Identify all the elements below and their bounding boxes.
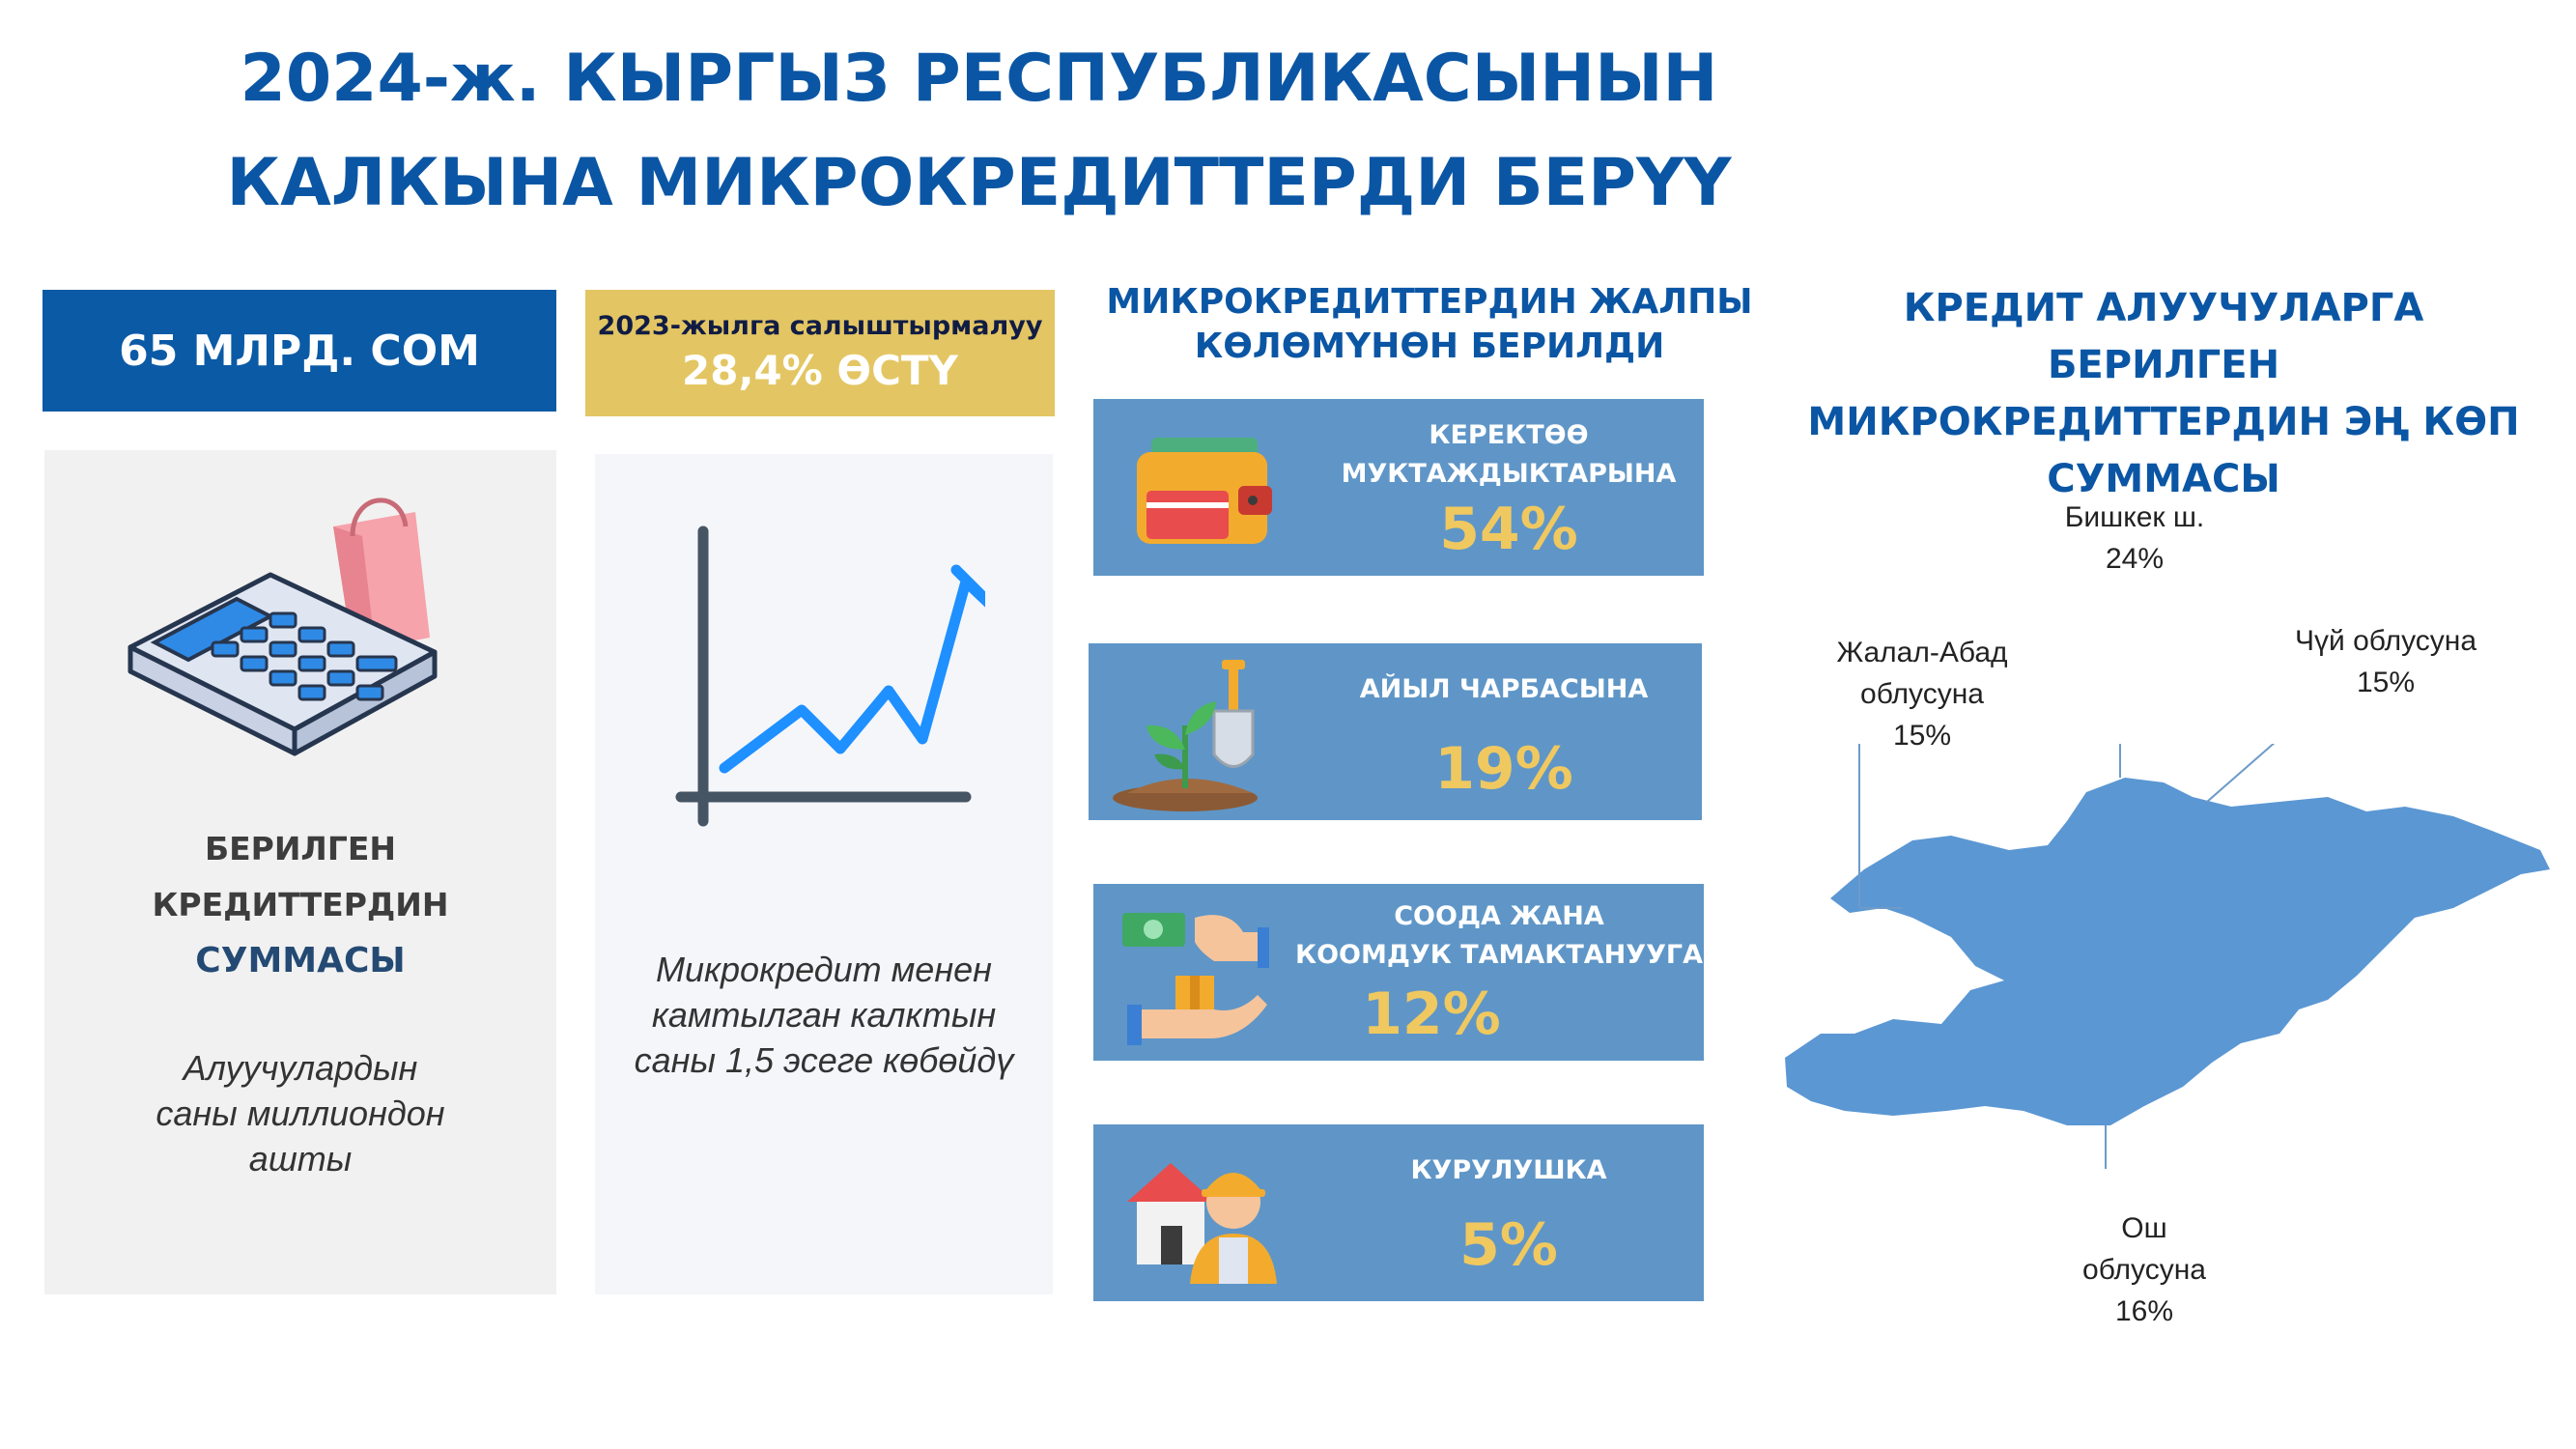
region-chui: Чүй облусуна 15% [2279, 620, 2492, 703]
total-amount-box: 65 МЛРД. СОМ [42, 290, 556, 412]
sum-panel-heading: БЕРИЛГЕН КРЕДИТТЕРДИН СУММАСЫ [44, 821, 556, 989]
category-consumer-percent: 54% [1439, 496, 1578, 563]
category-consumer: КЕРЕКТӨӨ МУКТАЖДЫКТАРЫНА 54% [1093, 399, 1704, 576]
growth-note-line-3: саны 1,5 эсеге көбөйдү [634, 1040, 1014, 1080]
region-osh: Ош облусуна 16% [2048, 1208, 2241, 1332]
sum-heading-line-3: СУММАСЫ [195, 941, 406, 980]
region-bishkek-name: Бишкек ш. [2064, 501, 2205, 533]
growth-note-line-1: Микрокредит менен [656, 950, 992, 989]
regions-title: КРЕДИТ АЛУУЧУЛАРГА БЕРИЛГЕН МИКРОКРЕДИТТ… [1797, 280, 2531, 508]
category-trade: СООДА ЖАНА КООМДУК ТАМАКТАНУУГА 12% [1093, 884, 1704, 1061]
category-agriculture-percent: 19% [1434, 735, 1573, 803]
sum-note-line-1: Алуучулардын [183, 1048, 418, 1088]
category-consumer-label-2: МУКТАЖДЫКТАРЫНА [1341, 459, 1677, 489]
growth-value: 28,4% ӨСТҮ [682, 347, 958, 394]
title-line-1: 2024-ж. КЫРГЫЗ РЕСПУБЛИКАСЫНЫН [240, 41, 1718, 117]
sum-heading-line-1: БЕРИЛГЕН [204, 830, 397, 867]
category-consumer-label-1: КЕРЕКТӨӨ [1429, 420, 1589, 450]
builder-house-icon [1127, 1163, 1277, 1284]
trade-exchange-icon [1122, 913, 1269, 1045]
categories-title: МИКРОКРЕДИТТЕРДИН ЖАЛПЫ КӨЛӨМҮНӨН БЕРИЛД… [1091, 280, 1768, 369]
category-trade-percent: 12% [1362, 980, 1501, 1048]
sum-note-line-2: саны миллиондон [156, 1094, 445, 1133]
category-trade-label-2: КООМДУК ТАМАКТАНУУГА [1295, 940, 1703, 970]
region-jalal-abad: Жалал-Абад облусуна 15% [1816, 632, 2028, 756]
category-agriculture: АЙЫЛ ЧАРБАСЫНА 19% [1089, 643, 1702, 820]
categories-title-line-1: МИКРОКРЕДИТТЕРДИН ЖАЛПЫ [1106, 282, 1753, 322]
sum-panel-note: Алуучулардын саны миллиондон ашты [44, 1045, 556, 1181]
categories-title-line-2: КӨЛӨМҮНӨН БЕРИЛДИ [1194, 327, 1665, 366]
plant-shovel-icon [1113, 660, 1258, 811]
sum-note-line-3: ашты [248, 1139, 353, 1179]
title-line-2: КАЛКЫНА МИКРОКРЕДИТТЕРДИ БЕРҮҮ [226, 145, 1732, 221]
category-trade-label-1: СООДА ЖАНА [1394, 901, 1604, 931]
category-construction-percent: 5% [1459, 1211, 1558, 1279]
region-osh-name-1: Ош [2121, 1212, 2167, 1244]
category-agriculture-label-1: АЙЫЛ ЧАРБАСЫНА [1359, 674, 1649, 704]
region-chui-percent: 15% [2356, 667, 2416, 698]
region-bishkek: Бишкек ш. 24% [2038, 497, 2231, 580]
kyrgyzstan-map [1785, 744, 2550, 1169]
category-construction: КУРУЛУШКА 5% [1093, 1124, 1704, 1301]
category-construction-label: КУРУЛУШКА [1316, 1151, 1702, 1190]
growth-panel-note: Микрокредит менен камтылган калктын саны… [595, 947, 1053, 1083]
category-agriculture-label: АЙЫЛ ЧАРБАСЫНА [1311, 670, 1697, 709]
region-jalal-abad-name-2: облусуна [1860, 678, 1984, 710]
region-osh-name-2: облусуна [2082, 1254, 2206, 1286]
growth-box: 2023-жылга салыштырмалуу 28,4% ӨСТҮ [585, 290, 1055, 416]
page-title: 2024-ж. КЫРГЫЗ РЕСПУБЛИКАСЫНЫН КАЛКЫНА М… [0, 27, 2576, 236]
total-amount: 65 МЛРД. СОМ [119, 326, 480, 376]
category-trade-label: СООДА ЖАНА КООМДУК ТАМАКТАНУУГА [1287, 897, 1712, 975]
region-osh-percent: 16% [2114, 1295, 2174, 1327]
growth-chart-icon [675, 526, 985, 827]
growth-note-line-2: камтылган калктын [651, 995, 997, 1035]
sum-heading-line-2: КРЕДИТТЕРДИН [152, 886, 449, 923]
wallet-icon [1137, 438, 1272, 544]
region-jalal-abad-percent: 15% [1892, 720, 1952, 752]
calculator-icon [127, 497, 438, 756]
category-consumer-label: КЕРЕКТӨӨ МУКТАЖДЫКТАРЫНА [1316, 416, 1702, 494]
region-jalal-abad-name-1: Жалал-Абад [1836, 637, 2008, 668]
region-bishkek-percent: 24% [2105, 543, 2165, 575]
region-chui-name: Чүй облусуна [2294, 625, 2477, 657]
regions-title-line-1: КРЕДИТ АЛУУЧУЛАРГА БЕРИЛГЕН [1903, 286, 2424, 387]
regions-title-line-3: СУММАСЫ [2047, 457, 2280, 501]
regions-title-line-2: МИКРОКРЕДИТТЕРДИН ЭҢ КӨП [1807, 400, 2520, 444]
growth-caption: 2023-жылга салыштырмалуу [597, 311, 1043, 341]
category-construction-label-1: КУРУЛУШКА [1410, 1155, 1607, 1185]
